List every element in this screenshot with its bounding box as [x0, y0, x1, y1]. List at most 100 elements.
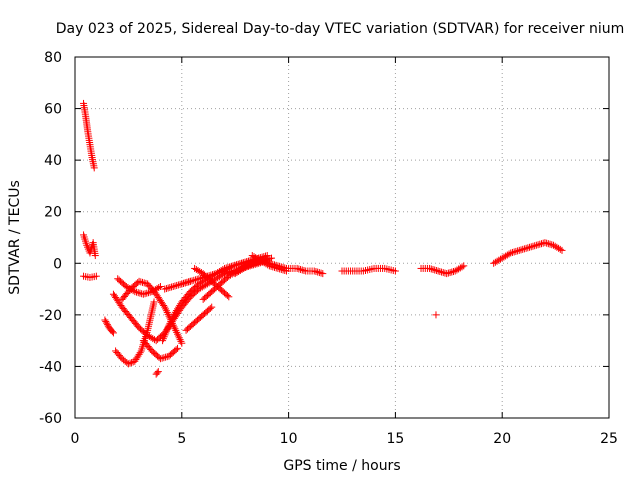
data-point — [510, 248, 518, 256]
data-point — [186, 277, 194, 285]
data-point — [164, 284, 172, 292]
data-point — [279, 266, 287, 274]
data-point — [133, 288, 141, 296]
data-point — [154, 368, 162, 376]
data-point — [267, 262, 275, 270]
data-point — [444, 269, 452, 277]
data-point — [90, 164, 98, 172]
data-point — [160, 354, 168, 362]
data-point — [548, 241, 556, 249]
data-point — [136, 289, 144, 297]
data-point — [162, 305, 170, 313]
data-point — [209, 271, 217, 279]
data-point — [134, 289, 142, 297]
y-tick-label: -60 — [39, 411, 62, 427]
data-point — [210, 270, 218, 278]
data-point — [224, 263, 232, 271]
data-point — [544, 240, 552, 248]
plot-frame — [74, 56, 610, 419]
data-point — [226, 263, 234, 271]
data-point — [175, 334, 183, 342]
data-point — [526, 243, 534, 251]
data-point — [171, 282, 179, 290]
y-axis-label: SDTVAR / TECUs — [7, 180, 23, 295]
data-point — [128, 359, 136, 367]
data-point — [319, 270, 327, 278]
data-point — [91, 252, 99, 260]
data-point — [176, 280, 184, 288]
data-point — [520, 245, 528, 253]
data-point — [314, 268, 322, 276]
y-tick-label: -20 — [39, 308, 62, 324]
data-point — [161, 285, 169, 293]
data-point — [250, 259, 258, 267]
data-point — [219, 265, 227, 273]
data-point — [178, 339, 186, 347]
data-point — [140, 279, 148, 287]
data-point — [138, 278, 146, 286]
data-point — [109, 329, 117, 337]
data-point — [426, 264, 434, 272]
data-point — [543, 239, 551, 247]
data-point — [150, 298, 158, 306]
x-tick-label: 5 — [177, 431, 186, 447]
data-point — [458, 263, 466, 271]
data-point — [162, 353, 170, 361]
y-tick-label: 20 — [44, 205, 62, 221]
data-point — [391, 267, 399, 275]
data-point — [438, 268, 446, 276]
data-point — [227, 262, 235, 270]
data-point — [519, 245, 527, 253]
data-point — [137, 278, 145, 286]
data-point — [126, 359, 134, 367]
data-point — [181, 279, 189, 287]
axis-ticks: 0 5 10 15 20 25 -60 -40 -20 0 20 40 60 80 — [39, 50, 618, 447]
data-point — [432, 311, 440, 319]
data-point — [264, 261, 272, 269]
data-point — [512, 247, 520, 255]
data-point — [298, 266, 306, 274]
data-point — [312, 268, 320, 276]
chart-title: Day 023 of 2025, Sidereal Day-to-day VTE… — [56, 21, 625, 37]
data-point — [272, 264, 280, 272]
data-point — [183, 278, 191, 286]
data-point — [460, 262, 468, 270]
data-point — [265, 262, 273, 270]
data-point — [169, 282, 177, 290]
data-point — [277, 265, 285, 273]
data-point — [556, 245, 564, 253]
data-point — [432, 267, 440, 275]
data-point — [315, 269, 323, 277]
data-point — [162, 285, 170, 293]
data-point — [231, 261, 239, 269]
data-point — [317, 269, 325, 277]
data-point — [103, 319, 111, 327]
data-point — [191, 276, 199, 284]
data-point — [536, 240, 544, 248]
data-point — [206, 304, 214, 312]
data-point — [434, 267, 442, 275]
data-point — [177, 337, 185, 345]
data-point — [300, 267, 308, 275]
y-tick-label: 80 — [44, 50, 62, 66]
data-point — [156, 282, 164, 290]
data-point — [178, 280, 186, 288]
data-point — [185, 278, 193, 286]
data-point — [144, 289, 152, 297]
data-point — [505, 250, 513, 258]
data-point — [108, 328, 116, 336]
x-tick-label: 20 — [493, 431, 511, 447]
data-point — [222, 264, 230, 272]
data-point — [180, 279, 188, 287]
data-point — [161, 303, 169, 311]
data-point — [143, 289, 151, 297]
data-point — [103, 321, 111, 329]
data-point — [271, 263, 279, 271]
data-point — [295, 265, 303, 273]
data-point — [163, 353, 171, 361]
data-point — [281, 267, 289, 275]
data-point — [172, 346, 180, 354]
data-point — [190, 276, 198, 284]
data-point — [546, 240, 554, 248]
data-points — [80, 99, 566, 378]
